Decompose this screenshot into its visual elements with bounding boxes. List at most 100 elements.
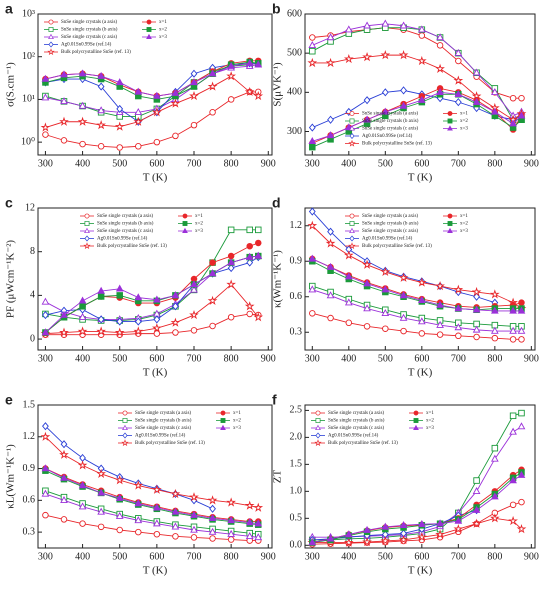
marker (245, 252, 254, 260)
marker (471, 518, 482, 528)
marker (400, 327, 407, 335)
marker (97, 523, 105, 531)
x-tick-label: 900 (524, 353, 539, 364)
marker (343, 250, 354, 260)
x-tick-label: 900 (524, 158, 539, 169)
x-tick-label: 600 (414, 158, 429, 169)
marker (246, 310, 253, 318)
marker (326, 33, 335, 41)
marker (171, 88, 180, 96)
marker (381, 522, 390, 530)
marker (417, 296, 426, 303)
marker (309, 34, 316, 41)
y-tick-label: 500 (287, 47, 302, 58)
marker (382, 325, 389, 332)
marker (134, 87, 143, 95)
marker (208, 514, 217, 522)
marker (78, 296, 87, 304)
legend-label: x=3 (460, 229, 468, 234)
x-tick-label: 700 (187, 353, 202, 364)
x-tick-label: 700 (451, 551, 466, 562)
series-line (45, 62, 259, 117)
legend-label: Ag0.01Sn0.99Se (ref.14) (61, 43, 112, 48)
marker (518, 299, 525, 306)
marker (172, 132, 179, 140)
marker (413, 418, 419, 423)
series-line (45, 425, 213, 510)
series-line (45, 255, 259, 333)
legend-label: Bulk polycrystalline SnSe (ref. 13) (97, 244, 167, 249)
marker (380, 535, 391, 546)
marker (348, 242, 356, 250)
marker (453, 524, 464, 534)
marker (60, 496, 68, 504)
marker (454, 98, 462, 107)
marker (122, 424, 128, 431)
series-line (312, 27, 522, 121)
x-tick-label: 500 (378, 158, 393, 169)
legend: SnSe single crystals (a axis) SnSe single… (80, 213, 203, 249)
marker (253, 312, 264, 322)
marker (244, 500, 255, 510)
x-tick-label: 800 (487, 551, 502, 562)
marker (246, 242, 253, 250)
x-axis-label: T (K) (408, 367, 433, 379)
x-tick-label: 400 (75, 353, 90, 364)
marker (344, 530, 353, 538)
x-tick-label: 800 (224, 158, 239, 169)
series-line (312, 469, 522, 544)
x-tick-label: 500 (112, 551, 127, 562)
marker (454, 516, 463, 524)
marker (447, 111, 453, 116)
marker (77, 116, 88, 126)
marker (509, 326, 517, 334)
marker (84, 221, 90, 226)
marker (116, 317, 124, 326)
marker (454, 323, 463, 331)
marker (220, 424, 226, 431)
marker (453, 75, 464, 85)
marker (472, 305, 481, 313)
marker (413, 410, 419, 416)
marker (447, 221, 453, 226)
marker (436, 300, 444, 308)
marker (254, 60, 263, 68)
legend-label: SnSe single crystals (b axis) (135, 419, 192, 424)
plot-frame (304, 404, 536, 549)
marker (398, 50, 409, 60)
marker (381, 88, 389, 97)
marker (41, 328, 50, 336)
y-tick-label: 0.6 (23, 495, 36, 506)
y-tick-label: 1.2 (23, 431, 36, 442)
marker (146, 33, 152, 40)
marker (398, 272, 409, 282)
plot-frame (37, 404, 273, 549)
marker (363, 525, 371, 533)
marker (84, 227, 90, 234)
legend-label: SnSe single crystals (a axis) (97, 214, 153, 219)
marker (209, 259, 216, 266)
marker (471, 286, 482, 297)
marker (308, 254, 317, 262)
marker (345, 319, 353, 327)
marker (170, 317, 181, 327)
marker (171, 522, 180, 530)
marker (307, 220, 318, 230)
y-tick-label: 10¹ (22, 94, 35, 105)
marker (349, 221, 355, 226)
x-tick-label: 500 (378, 353, 393, 364)
marker (59, 327, 69, 337)
marker (189, 90, 199, 101)
legend-label: x=1 (460, 214, 468, 219)
legend-label: Ag0.01Sn0.99Se (ref.14) (362, 237, 413, 242)
marker (418, 330, 426, 337)
marker (308, 207, 316, 216)
marker (399, 21, 408, 29)
x-tick-label: 400 (341, 551, 356, 562)
marker (116, 292, 123, 299)
marker (344, 25, 353, 33)
marker (348, 139, 356, 147)
marker (435, 63, 445, 73)
marker (447, 227, 453, 234)
marker (253, 502, 264, 512)
